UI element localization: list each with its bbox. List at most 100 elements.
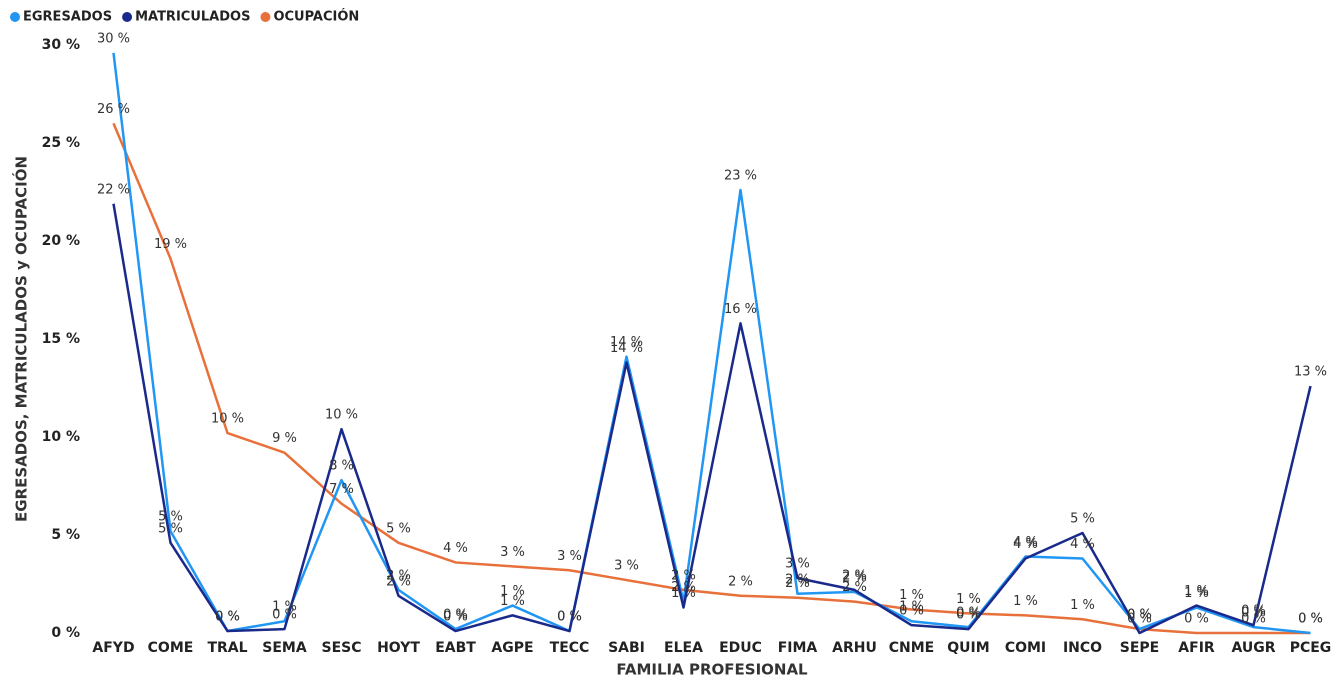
legend-marker (260, 12, 271, 22)
data-label: 0 % (1184, 612, 1209, 627)
x-tick-label: PCEG (1290, 640, 1332, 656)
y-tick-label: 30 % (42, 37, 80, 53)
data-label: 3 % (557, 549, 582, 564)
x-tick-label: CNME (889, 640, 935, 656)
legend-marker (122, 12, 133, 22)
data-label: 9 % (272, 431, 297, 446)
x-tick-label: ARHU (832, 640, 877, 656)
data-label: 8 % (329, 459, 354, 474)
legend-marker (10, 12, 20, 22)
y-tick-label: 10 % (42, 429, 80, 445)
data-label: 4 % (1013, 537, 1038, 552)
x-tick-label: EDUC (719, 640, 762, 656)
data-label: 2 % (671, 568, 696, 583)
data-label: 30 % (97, 31, 130, 46)
x-tick-label: FIMA (778, 640, 818, 656)
data-label: 1 % (1184, 584, 1209, 599)
y-tick-label: 15 % (42, 331, 80, 347)
y-tick-label: 0 % (51, 625, 80, 641)
x-tick-label: EABT (435, 640, 476, 656)
data-label: 10 % (325, 408, 358, 423)
data-label: 0 % (1241, 612, 1266, 627)
data-label: 1 % (500, 594, 525, 609)
x-tick-label: AFYD (92, 640, 134, 656)
data-label: 23 % (724, 169, 757, 184)
x-tick-label: AFIR (1178, 640, 1215, 656)
data-label: 0 % (215, 610, 240, 625)
data-label: 5 % (1070, 512, 1095, 527)
data-label: 14 % (610, 341, 643, 356)
data-label: 3 % (785, 557, 810, 572)
data-label: 2 % (842, 580, 867, 595)
legend-label: MATRICULADOS (135, 10, 250, 25)
data-label: 0 % (557, 610, 582, 625)
data-label: 0 % (557, 610, 582, 625)
data-label: 2 % (842, 568, 867, 583)
data-label: 2 % (386, 568, 411, 583)
data-label: 2 % (785, 576, 810, 591)
data-label: 2 % (785, 572, 810, 587)
x-tick-label: AUGR (1231, 640, 1275, 656)
x-tick-label: COMI (1005, 640, 1046, 656)
data-label: 0 % (1241, 604, 1266, 619)
series-line (112, 122, 1311, 635)
data-label: 1 % (899, 588, 924, 603)
x-tick-label: COME (148, 640, 194, 656)
data-label: 5 % (158, 510, 183, 525)
data-label: 2 % (842, 570, 867, 585)
series-line (112, 52, 1311, 635)
data-label: 0 % (956, 606, 981, 621)
data-label: 26 % (97, 102, 130, 117)
data-label: 3 % (614, 559, 639, 574)
data-label: 0 % (1127, 608, 1152, 623)
data-label: 1 % (500, 584, 525, 599)
x-tick-label: TRAL (207, 640, 247, 656)
data-label: 0 % (956, 608, 981, 623)
data-label: 22 % (97, 182, 130, 197)
legend-label: EGRESADOS (23, 10, 112, 25)
data-label: 2 % (386, 574, 411, 589)
x-tick-label: AGPE (491, 640, 533, 656)
series-line (112, 203, 1312, 635)
x-tick-label: QUIM (947, 640, 989, 656)
data-label: 13 % (1294, 365, 1327, 380)
data-label: 4 % (1070, 537, 1095, 552)
data-label: 4 % (443, 541, 468, 556)
data-label: 0 % (1241, 606, 1266, 621)
data-label: 0 % (1127, 608, 1152, 623)
data-label: 1 % (956, 592, 981, 607)
data-label: 14 % (610, 335, 643, 350)
data-label: 1 % (1013, 594, 1038, 609)
data-label: 0 % (1127, 612, 1152, 627)
data-label: 10 % (211, 412, 244, 427)
data-label: 1 % (272, 600, 297, 615)
y-tick-label: 20 % (42, 233, 80, 249)
data-label: 0 % (443, 610, 468, 625)
data-label: 19 % (154, 237, 187, 252)
x-axis-title: FAMILIA PROFESIONAL (616, 661, 808, 679)
data-label: 5 % (158, 521, 183, 536)
data-label: 0 % (215, 610, 240, 625)
data-label: 0 % (443, 608, 468, 623)
data-label: 0 % (1298, 612, 1323, 627)
data-label: 0 % (899, 604, 924, 619)
x-tick-label: INCO (1063, 640, 1102, 656)
x-tick-label: SABI (608, 640, 645, 656)
x-tick-label: HOYT (377, 640, 420, 656)
x-tick-label: ELEA (664, 640, 703, 656)
legend-label: OCUPACIÓN (273, 9, 359, 25)
y-axis-title: EGRESADOS, MATRICULADOS y OCUPACIÓN (12, 156, 31, 522)
data-label: 3 % (500, 545, 525, 560)
x-tick-label: SEMA (262, 640, 307, 656)
data-label: 1 % (671, 586, 696, 601)
data-label: 2 % (728, 574, 753, 589)
data-label: 16 % (724, 302, 757, 317)
data-label: 1 % (1070, 598, 1095, 613)
x-tick-label: SEPE (1120, 640, 1159, 656)
data-label: 0 % (1298, 612, 1323, 627)
data-label: 0 % (272, 608, 297, 623)
y-tick-label: 25 % (42, 135, 80, 151)
x-tick-label: TECC (550, 640, 590, 656)
y-tick-label: 5 % (51, 527, 80, 543)
